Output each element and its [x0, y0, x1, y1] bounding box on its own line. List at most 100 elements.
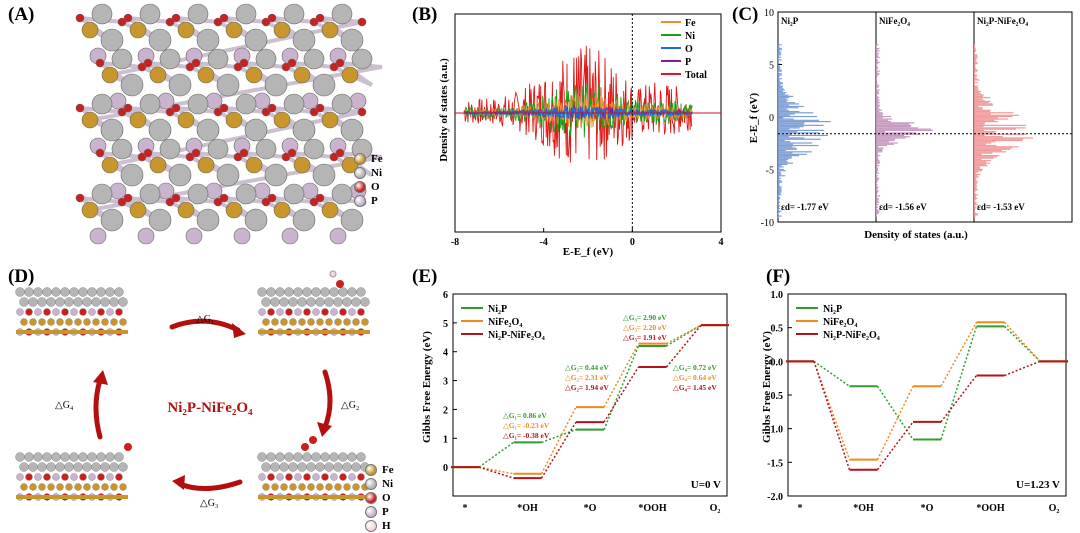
pdos-bar — [974, 78, 978, 79]
legend-label: Ni — [685, 31, 695, 42]
atom — [93, 319, 100, 326]
atom — [294, 157, 310, 173]
atom — [101, 463, 110, 472]
pdos-bar — [778, 135, 828, 136]
pdos-bar — [778, 204, 779, 205]
legend-item-p: P — [354, 194, 383, 208]
atom — [236, 4, 256, 24]
pdos-bar — [974, 163, 990, 164]
atom — [276, 453, 285, 462]
pdos-bar — [876, 130, 933, 131]
pdos-bar — [974, 212, 975, 213]
slab-base — [258, 495, 370, 499]
atom-dot-icon — [354, 181, 366, 193]
pdos-bar — [876, 100, 879, 101]
atom — [26, 474, 33, 481]
slab-base — [16, 330, 128, 334]
atom — [66, 484, 73, 491]
atom — [298, 463, 307, 472]
pdos-bar — [876, 173, 879, 174]
pdos-bar — [778, 202, 780, 203]
pdos-bar — [778, 178, 781, 179]
atom — [220, 14, 228, 22]
pdos-bar — [778, 209, 779, 210]
pdos-bar — [974, 115, 1019, 116]
pdos-bar — [974, 187, 977, 188]
atom — [90, 228, 106, 244]
atom — [277, 474, 284, 481]
pdos-bar — [778, 139, 821, 140]
legend-label: Fe — [371, 153, 383, 165]
atom — [76, 14, 84, 22]
atom — [208, 49, 228, 69]
atom — [116, 309, 123, 316]
atom — [284, 184, 304, 204]
pdos-bar — [974, 145, 996, 146]
pdos-bar — [876, 189, 877, 190]
atom — [258, 453, 267, 462]
atom — [358, 108, 366, 116]
pdos-bar — [778, 72, 779, 73]
y-axis-label: E-E_f (eV) — [748, 92, 760, 143]
pdos-bar — [974, 180, 977, 181]
pdos-bar — [876, 184, 878, 185]
pdos-bar — [778, 67, 780, 68]
atom — [149, 29, 171, 51]
atom — [348, 453, 357, 462]
pdos-bar — [778, 93, 785, 94]
atom — [294, 288, 303, 297]
pdos-bar — [974, 97, 990, 98]
pdos-bar — [876, 124, 909, 125]
atom — [34, 288, 43, 297]
pdos-bar — [778, 194, 781, 195]
pdos-bar — [974, 62, 977, 63]
atom — [339, 453, 348, 462]
atom — [83, 298, 92, 307]
pdos-bar — [974, 55, 978, 56]
atom — [313, 164, 335, 186]
pdos-bar — [876, 48, 879, 49]
atom-lattice — [76, 4, 382, 244]
arrow-g4 — [96, 380, 100, 437]
atom — [262, 298, 271, 307]
atom — [336, 59, 344, 67]
pdos-bar — [778, 105, 789, 106]
atom — [158, 183, 174, 199]
pdos-bar — [974, 176, 979, 177]
pdos-bar — [974, 64, 976, 65]
transition-line — [667, 325, 702, 367]
atom — [178, 112, 194, 128]
y-tick-label: -2.0 — [767, 492, 783, 503]
atom — [281, 484, 288, 491]
atom — [357, 288, 366, 297]
legend-label: NiFe₂O₄ — [823, 317, 857, 328]
pdos-bar — [974, 198, 977, 199]
atom — [267, 453, 276, 462]
pdos-bar — [778, 180, 782, 181]
adsorbate-h — [330, 271, 336, 277]
atom — [52, 288, 61, 297]
atom — [56, 463, 65, 472]
pdos-bar — [974, 68, 976, 69]
pdos-bar — [876, 180, 878, 181]
pdos-bar — [974, 156, 997, 157]
pdos-bar — [778, 113, 795, 114]
pdos-bar — [778, 50, 780, 51]
pdos-bar — [974, 175, 978, 176]
atom — [285, 453, 294, 462]
x-axis-label: Density of states (a.u.) — [864, 229, 968, 241]
atom — [272, 319, 279, 326]
y-tick-label: 2 — [443, 405, 448, 416]
atom — [217, 164, 239, 186]
subplot-title: Ni₂P — [781, 16, 799, 26]
pdos-bar — [778, 117, 783, 118]
x-tick-label: * — [463, 503, 468, 514]
atom — [325, 298, 334, 307]
pdos-bar — [876, 92, 879, 93]
pdos-bar — [974, 58, 977, 59]
pdos-bar — [876, 122, 914, 123]
atom — [112, 49, 132, 69]
atom — [358, 309, 365, 316]
pdos-bar — [974, 168, 980, 169]
atom — [121, 164, 143, 186]
